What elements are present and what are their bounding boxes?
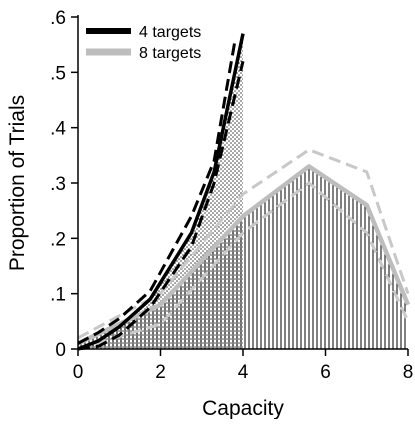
x-tick-label: 4	[238, 362, 249, 383]
series-5-line	[77, 181, 410, 351]
y-tick-label: .1	[50, 285, 66, 306]
x-axis-label: Capacity	[202, 397, 284, 419]
y-tick-label: 0	[55, 340, 66, 361]
legend: 4 targets 8 targets	[86, 24, 201, 62]
series-1-line	[77, 41, 237, 345]
series-0-line	[77, 33, 245, 351]
x-tick-label: 6	[320, 362, 331, 383]
series-3-area	[78, 166, 408, 349]
y-tick-label: .4	[50, 119, 66, 140]
y-axis-label: Proportion of Trials	[6, 95, 29, 271]
x-tick-label: 2	[155, 362, 166, 383]
y-tick-label: .6	[50, 8, 66, 29]
x-tick-label: 8	[403, 362, 414, 383]
x-tick-label: 0	[73, 362, 84, 383]
legend-label: 8 targets	[139, 45, 201, 62]
y-tick-label: .3	[50, 174, 66, 195]
y-tick-label: .2	[50, 229, 66, 250]
legend-label: 4 targets	[139, 24, 201, 41]
y-tick-label: .5	[50, 63, 66, 84]
series-2-line	[77, 60, 245, 351]
